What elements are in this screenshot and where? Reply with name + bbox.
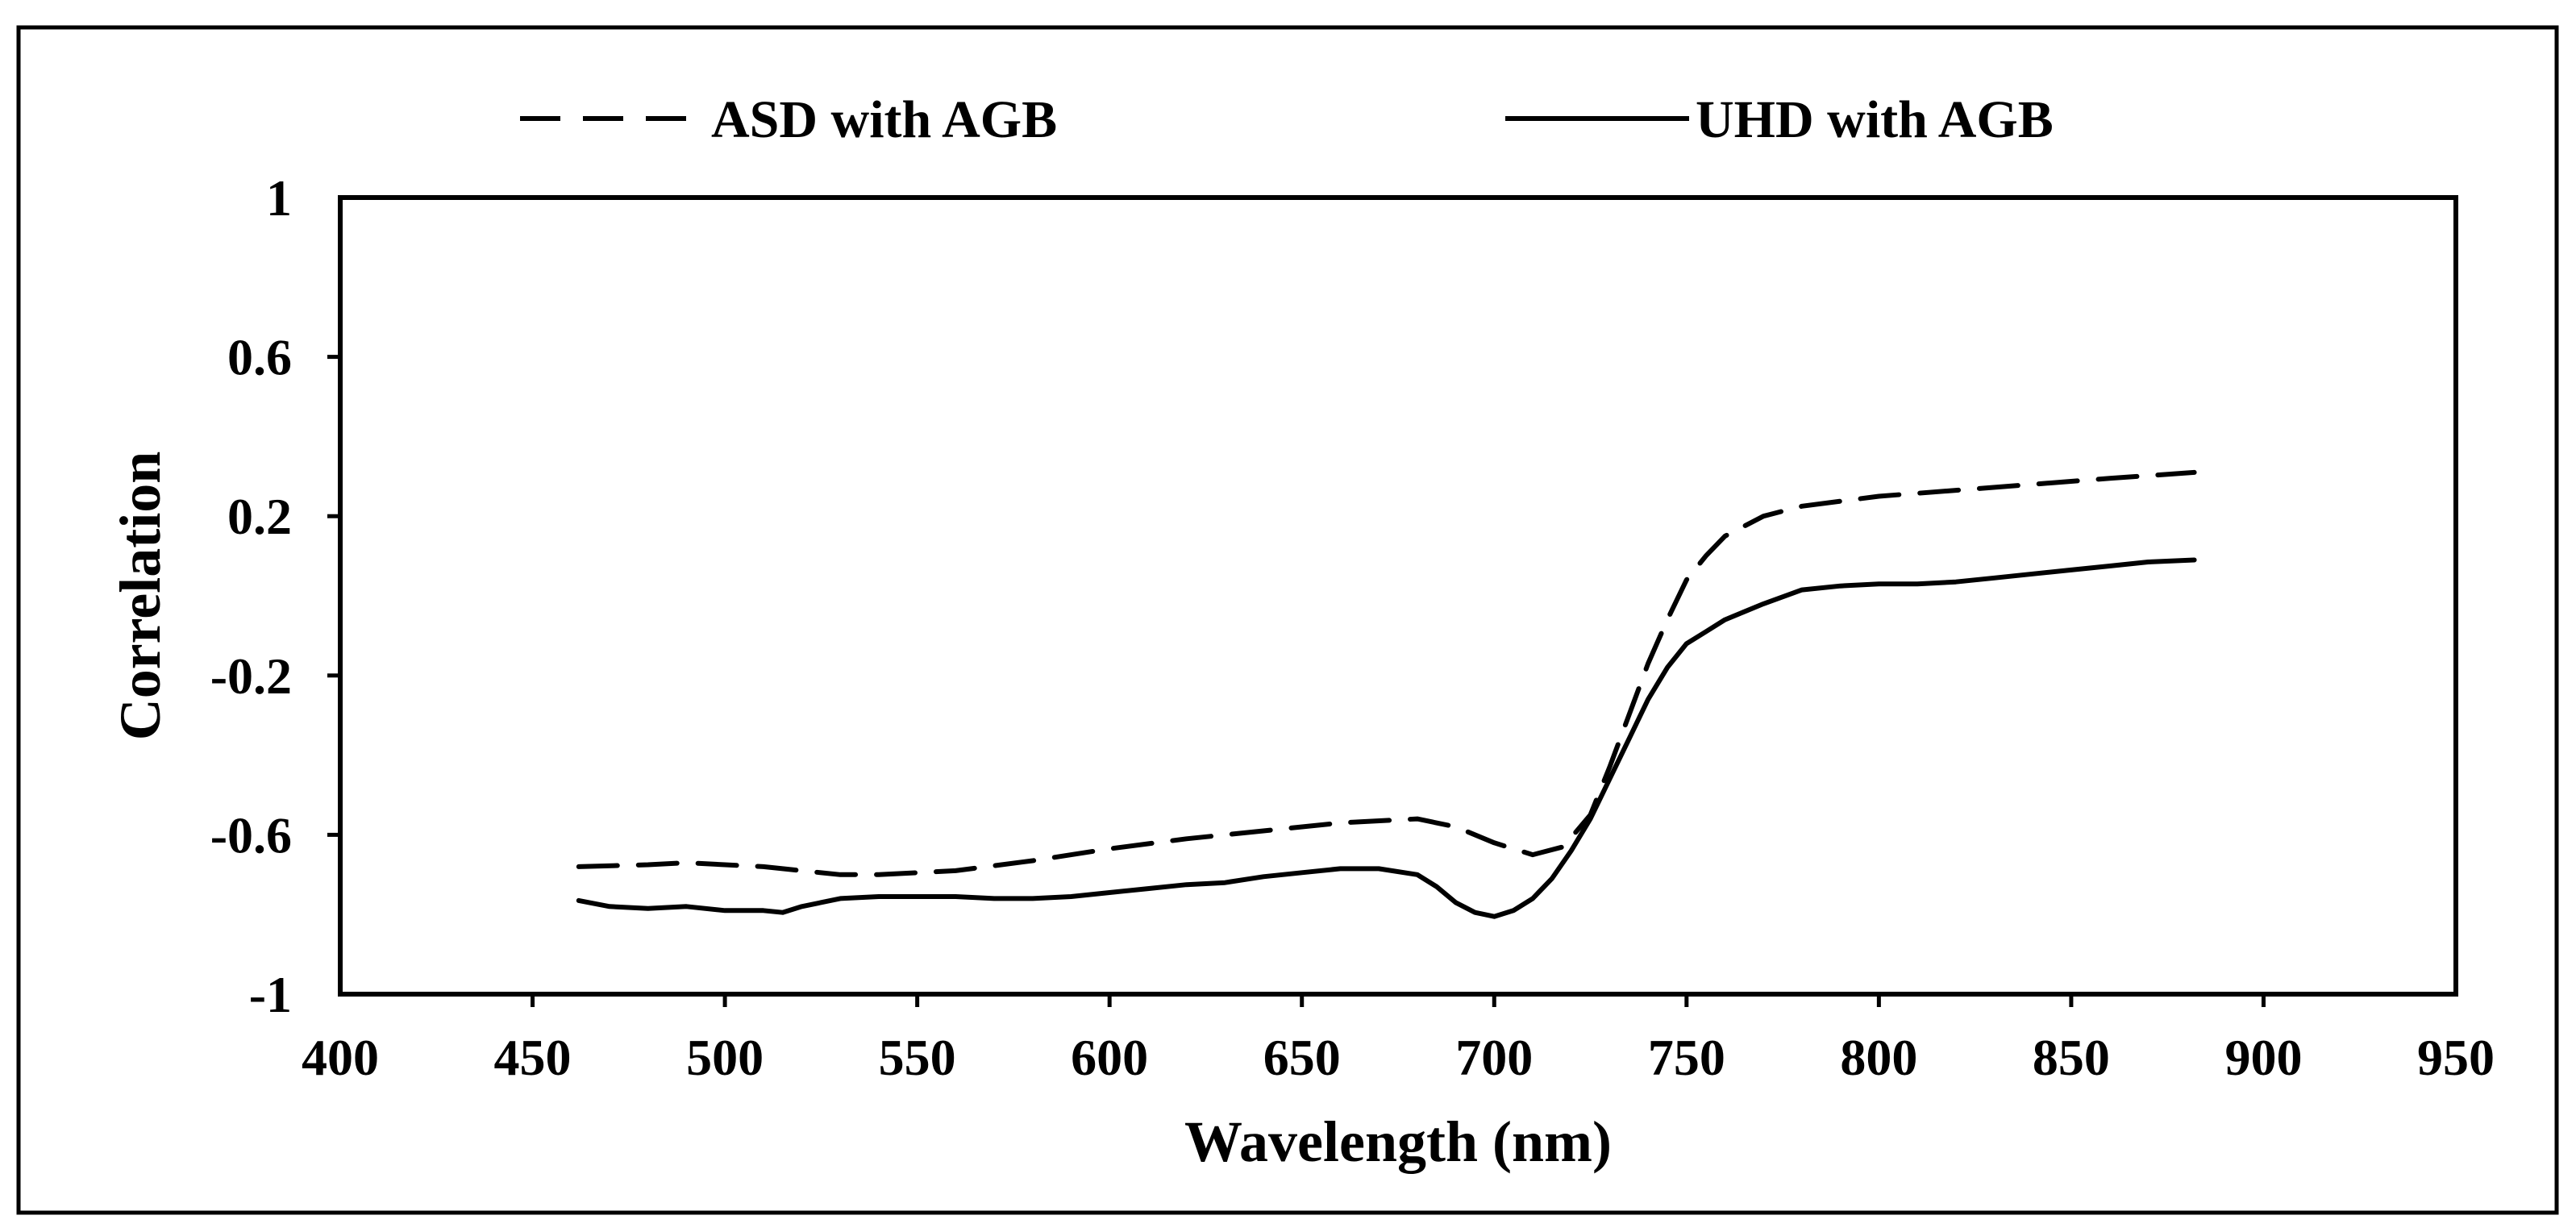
x-tick-label: 900	[2224, 1029, 2302, 1086]
series-line-uhd	[576, 557, 2197, 919]
x-tick-label: 750	[1648, 1029, 1725, 1086]
series-layer	[576, 469, 2197, 919]
plot-area-frame	[338, 195, 2458, 997]
legend-label-asd: ASD with AGB	[711, 90, 1057, 149]
x-tick-label: 400	[302, 1029, 379, 1086]
x-axis-title: Wavelength (nm)	[1184, 1109, 1612, 1174]
x-tick-label: 600	[1071, 1029, 1148, 1086]
outer-border	[16, 25, 2559, 1215]
y-tick-label: -1	[249, 966, 292, 1023]
x-tick-label: 650	[1263, 1029, 1341, 1086]
x-axis-ticks: 400 450 500 550 600 650 700 750 800 850 900 950	[302, 994, 2495, 1086]
y-tick-label: 0.2	[227, 488, 292, 545]
y-tick-label: -0.2	[210, 647, 292, 705]
x-tick-label: 850	[2033, 1029, 2110, 1086]
x-tick-label: 450	[494, 1029, 572, 1086]
x-tick-label: 700	[1455, 1029, 1533, 1086]
y-axis-title: Correlation	[108, 452, 173, 741]
y-axis-ticks: 1 0.6 0.2 -0.2 -0.6 -1	[210, 169, 340, 1023]
x-tick-label: 800	[1840, 1029, 1917, 1086]
legend: ASD with AGB UHD with AGB	[520, 90, 2054, 149]
y-tick-label: 1	[266, 169, 292, 227]
x-tick-label: 500	[686, 1029, 764, 1086]
y-tick-label: -0.6	[210, 806, 292, 864]
x-tick-label: 550	[879, 1029, 956, 1086]
y-tick-label: 0.6	[227, 329, 292, 386]
series-line-asd	[576, 469, 2197, 877]
x-tick-label: 950	[2417, 1029, 2495, 1086]
legend-label-uhd: UHD with AGB	[1696, 90, 2054, 149]
